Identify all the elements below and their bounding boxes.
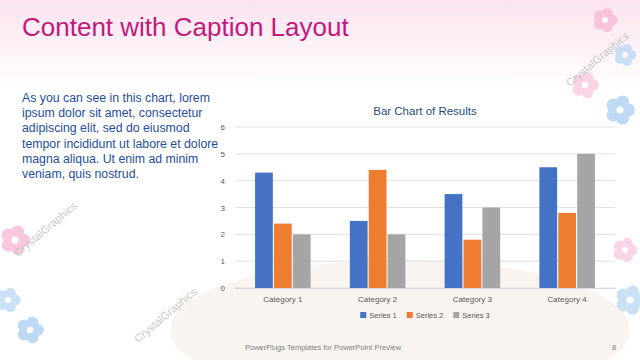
chart-title: Bar Chart of Results bbox=[373, 105, 477, 117]
y-tick: 0 bbox=[221, 284, 235, 293]
bar bbox=[274, 224, 292, 288]
slide-caption: As you can see in this chart, lorem ipsu… bbox=[22, 91, 222, 182]
flower-center bbox=[622, 247, 628, 253]
series bbox=[274, 170, 576, 288]
legend-item: Series 2 bbox=[407, 311, 444, 320]
flower bbox=[607, 95, 635, 124]
bar bbox=[558, 213, 576, 288]
bar bbox=[293, 234, 311, 288]
petal bbox=[622, 238, 633, 249]
legend-label: Series 2 bbox=[416, 311, 444, 320]
series bbox=[293, 154, 595, 288]
y-tick: 1 bbox=[221, 257, 235, 266]
x-tick: Category 1 bbox=[263, 288, 303, 304]
grid-line bbox=[235, 288, 615, 289]
grid-line bbox=[235, 234, 615, 235]
grid-line bbox=[235, 180, 615, 181]
page-number: 8 bbox=[612, 343, 616, 352]
flower-center bbox=[27, 327, 34, 334]
legend-swatch bbox=[407, 312, 413, 318]
legend-label: Series 3 bbox=[462, 311, 490, 320]
flower bbox=[0, 288, 21, 312]
x-tick-label: Category 3 bbox=[453, 295, 493, 304]
flower bbox=[594, 8, 618, 32]
grid-line bbox=[235, 207, 615, 208]
x-tick-label: Category 2 bbox=[358, 295, 398, 304]
flower bbox=[614, 238, 638, 262]
legend-item: Series 1 bbox=[360, 311, 397, 320]
petal bbox=[616, 95, 629, 108]
petal bbox=[602, 8, 613, 19]
y-axis: 0 1 2 3 4 5 6 bbox=[221, 123, 235, 293]
flower-center bbox=[602, 17, 608, 23]
x-tick-label: Category 4 bbox=[548, 295, 588, 304]
y-tick-label: 3 bbox=[221, 204, 226, 213]
y-tick: 5 bbox=[221, 150, 235, 159]
y-tick-label: 2 bbox=[221, 230, 226, 239]
slide: CrystalGraphics CrystalGraphics CrystalGra… bbox=[0, 0, 640, 360]
x-tick: Category 3 bbox=[453, 288, 493, 304]
grid-line bbox=[235, 127, 615, 128]
flower-center bbox=[616, 106, 623, 113]
grid-line bbox=[235, 261, 615, 262]
y-tick-label: 6 bbox=[221, 123, 226, 132]
flower-center bbox=[11, 236, 18, 243]
flower-center bbox=[626, 296, 633, 303]
bar bbox=[577, 154, 595, 288]
y-tick-label: 0 bbox=[221, 284, 226, 293]
grid bbox=[235, 127, 615, 288]
legend-swatch bbox=[360, 312, 366, 318]
flower-center bbox=[5, 297, 11, 303]
y-tick-label: 5 bbox=[221, 150, 226, 159]
bar bbox=[255, 173, 273, 288]
bar bbox=[445, 194, 463, 288]
petal bbox=[11, 225, 24, 238]
legend-swatch bbox=[453, 312, 459, 318]
legend-label: Series 1 bbox=[369, 311, 397, 320]
x-tick: Category 4 bbox=[548, 288, 588, 304]
bar bbox=[464, 240, 482, 288]
bar bbox=[369, 170, 387, 288]
petal bbox=[5, 288, 16, 299]
series bbox=[255, 167, 557, 288]
legend-item: Series 3 bbox=[453, 311, 490, 320]
grid-line bbox=[235, 153, 615, 154]
y-tick-label: 1 bbox=[221, 257, 226, 266]
x-tick: Category 2 bbox=[358, 288, 398, 304]
header-band bbox=[0, 0, 640, 90]
slide-title: Content with Caption Layout bbox=[22, 12, 349, 43]
petal bbox=[622, 44, 632, 54]
y-tick-label: 4 bbox=[221, 177, 226, 186]
y-tick: 6 bbox=[221, 123, 235, 132]
watermark: CrystalGraphics bbox=[132, 285, 200, 345]
bar bbox=[388, 234, 406, 288]
x-tick-label: Category 1 bbox=[263, 295, 303, 304]
x-axis-line bbox=[236, 288, 616, 289]
bars bbox=[255, 154, 595, 288]
y-tick: 4 bbox=[221, 177, 235, 186]
footer: PowerPlugs Templates for PowerPoint Prev… bbox=[245, 343, 402, 352]
watermark: CrystalGraphics bbox=[564, 29, 632, 89]
bar bbox=[350, 221, 368, 288]
bar bbox=[482, 208, 500, 289]
y-tick: 2 bbox=[221, 230, 235, 239]
legend: Series 1 Series 2 Series 3 bbox=[360, 311, 490, 320]
y-tick: 3 bbox=[221, 204, 235, 213]
flower-center bbox=[622, 52, 627, 57]
petal bbox=[26, 317, 38, 329]
petal bbox=[626, 285, 639, 298]
flower bbox=[18, 317, 44, 344]
watermark: CrystalGraphics bbox=[12, 199, 80, 259]
flower-center bbox=[582, 82, 589, 89]
x-axis: Category 1 Category 2 Category 3 Category 4 bbox=[236, 288, 616, 304]
bar bbox=[539, 167, 557, 288]
